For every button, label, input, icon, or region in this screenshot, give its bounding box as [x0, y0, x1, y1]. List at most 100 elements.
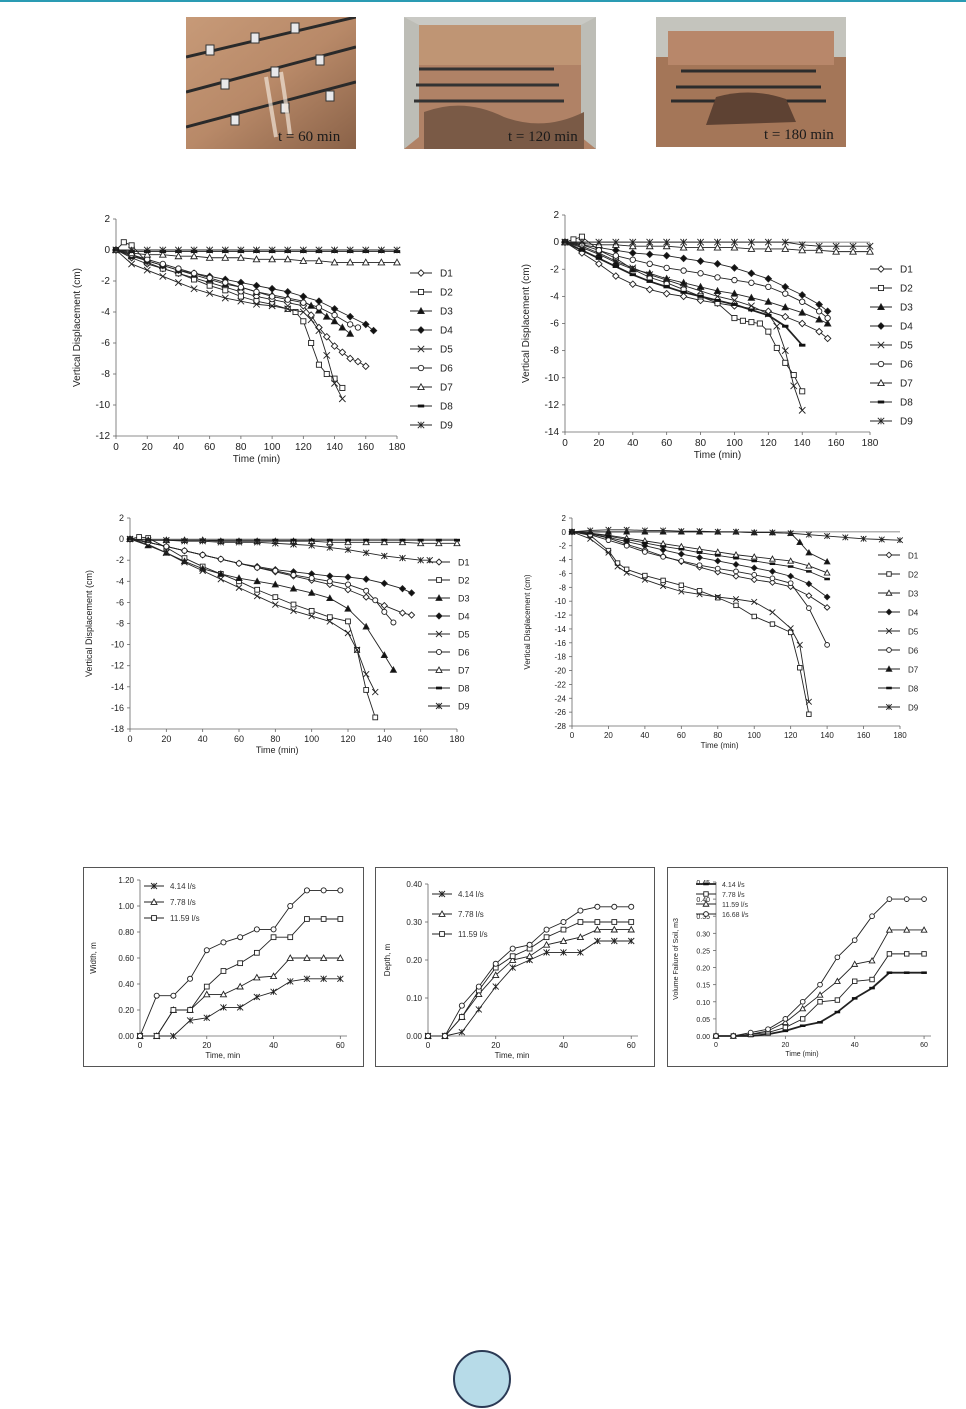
data-point [796, 538, 804, 545]
data-point [628, 242, 637, 250]
data-point [869, 913, 875, 920]
y-tick-label: -10 [554, 597, 566, 606]
data-point [338, 348, 347, 357]
data-point [696, 282, 705, 290]
data-point [362, 538, 370, 546]
data-point [748, 279, 755, 286]
data-point [798, 406, 806, 414]
legend-label: D2 [440, 288, 453, 299]
data-point [344, 538, 352, 546]
y-tick-label: 0.10 [406, 994, 422, 1003]
data-point [269, 972, 278, 980]
data-point [361, 258, 370, 266]
series-line [129, 538, 430, 561]
data-point [377, 246, 385, 254]
data-point [663, 264, 670, 272]
data-point [773, 344, 780, 351]
x-tick-label: 140 [326, 442, 343, 453]
y-tick-label: 0.40 [118, 980, 134, 989]
data-point [508, 956, 517, 963]
legend-marker [886, 647, 892, 653]
y-tick-label: 2 [104, 214, 110, 225]
data-point [612, 252, 620, 259]
legend-label: D4 [908, 609, 919, 618]
y-tick-label: 2 [119, 513, 124, 523]
legend-marker [417, 345, 425, 353]
data-point [361, 362, 370, 371]
y-axis-label: Volume Failure of Soil, m3 [673, 918, 680, 1000]
data-point [331, 379, 339, 387]
data-point [748, 319, 755, 326]
data-point [253, 592, 261, 600]
y-tick-label: -16 [554, 639, 566, 648]
data-point [623, 569, 630, 576]
x-tick-label: 40 [173, 442, 185, 453]
data-point [765, 283, 772, 291]
legend-label: D8 [458, 684, 470, 694]
data-point [128, 246, 136, 254]
data-point [823, 604, 831, 611]
data-point [696, 551, 703, 554]
data-point [284, 246, 292, 254]
legend-label: 7.78 l/s [170, 898, 196, 907]
data-point [731, 315, 738, 322]
series-d6 [112, 246, 362, 331]
data-point [769, 609, 776, 616]
data-point [660, 545, 666, 548]
data-point [186, 1017, 194, 1024]
legend-label: D7 [908, 666, 919, 675]
data-point [739, 317, 746, 324]
legend-marker [877, 400, 885, 404]
data-point [781, 303, 790, 311]
x-axis-label: Time (min) [256, 745, 299, 755]
data-point [798, 291, 807, 299]
data-point [330, 258, 339, 266]
y-tick-label: 0.25 [696, 948, 710, 955]
data-point [175, 265, 182, 272]
data-point [170, 1032, 177, 1040]
data-point [308, 575, 315, 582]
data-point [593, 925, 602, 933]
data-point [475, 1006, 483, 1013]
data-point [641, 576, 649, 583]
data-point [851, 960, 859, 967]
data-point [769, 529, 776, 536]
data-point [713, 1033, 719, 1039]
series-line [571, 531, 810, 702]
y-axis-label: Depth, m [383, 943, 392, 976]
x-tick-label: 60 [677, 731, 686, 740]
data-point [849, 247, 858, 255]
displacement-chart-1: 2 0 -2 -4 -6 -8 -10 -12 0 20 40 60 80 100 120 140 160 180… [70, 205, 475, 480]
y-tick-label: -18 [554, 653, 566, 662]
data-point [781, 1018, 789, 1026]
data-point [509, 945, 516, 952]
data-point [823, 557, 831, 565]
data-point [254, 564, 261, 571]
data-point [680, 290, 687, 294]
data-point [628, 903, 635, 910]
data-point [781, 283, 790, 291]
data-point [769, 575, 776, 582]
data-point [380, 651, 389, 658]
data-point [221, 246, 229, 254]
data-point [326, 594, 334, 602]
series-line [564, 241, 828, 319]
legend-label: D7 [440, 383, 453, 394]
data-point [308, 542, 315, 549]
data-point [315, 361, 322, 368]
data-point [851, 997, 858, 1000]
data-point [407, 611, 416, 619]
legend-marker [885, 551, 893, 559]
data-point [399, 538, 406, 542]
data-point [289, 584, 298, 592]
data-point [299, 292, 308, 301]
data-point [781, 312, 790, 321]
data-point [330, 317, 339, 325]
data-point [904, 951, 910, 957]
data-point [344, 629, 352, 637]
legend-label: D5 [440, 345, 453, 356]
x-tick-label: 40 [198, 734, 208, 744]
x-tick-label: 20 [491, 1041, 500, 1050]
data-point [543, 926, 550, 933]
data-point [868, 956, 876, 964]
